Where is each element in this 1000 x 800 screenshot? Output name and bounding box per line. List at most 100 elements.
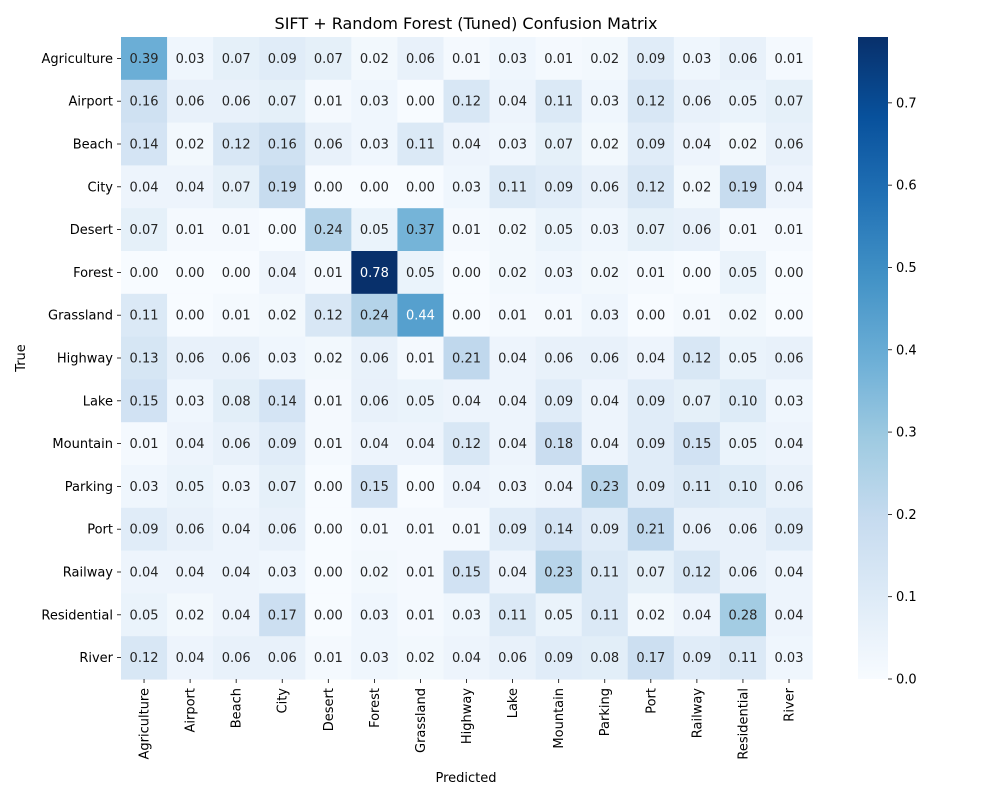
- cell-value-label: 0.05: [360, 223, 389, 238]
- cell-value-label: 0.04: [452, 394, 481, 409]
- heatmap-cell: [535, 37, 583, 81]
- heatmap-cell: [673, 79, 721, 124]
- cell-value-label: 0.01: [452, 523, 481, 538]
- heatmap-cell: [167, 636, 214, 680]
- cell-value-label: 0.06: [406, 52, 435, 67]
- cell-value-label: 0.16: [268, 138, 297, 153]
- heatmap-cell: [305, 251, 352, 295]
- heatmap-cell: [443, 636, 491, 680]
- heatmap-cell: [489, 251, 537, 295]
- heatmap-cell: [213, 122, 260, 166]
- cell-value-label: 0.04: [775, 437, 804, 452]
- heatmap-cell: [489, 507, 537, 552]
- cell-value-label: 0.11: [498, 180, 527, 195]
- cell-value-label: 0.09: [590, 523, 619, 538]
- cell-value-label: 0.04: [775, 566, 804, 581]
- heatmap-cell: [305, 507, 352, 552]
- heatmap-cell: [719, 422, 767, 466]
- heatmap-cell: [397, 122, 445, 166]
- heatmap-cell: [581, 37, 629, 81]
- cell-value-label: 0.37: [406, 223, 435, 238]
- heatmap-cell: [581, 122, 629, 166]
- cell-value-label: 0.06: [775, 480, 804, 495]
- heatmap-cell: [351, 465, 399, 509]
- cell-value-label: 0.11: [728, 651, 757, 666]
- y-axis-ticks: Agriculture Airport Beach City Desert Forest G…: [41, 52, 121, 666]
- heatmap-cell: [673, 550, 721, 594]
- heatmap-cell: [397, 336, 445, 380]
- heatmap-cell: [213, 336, 260, 380]
- colorbar-tick-label: 0.5: [896, 261, 917, 276]
- heatmap-cell: [305, 465, 352, 509]
- heatmap-cell: [213, 37, 260, 81]
- cell-value-label: 0.01: [406, 566, 435, 581]
- heatmap-cell: [121, 507, 168, 552]
- cell-value-label: 0.01: [775, 223, 804, 238]
- cell-value-label: 0.06: [590, 352, 619, 367]
- heatmap-cell: [167, 165, 214, 209]
- heatmap-cell: [627, 37, 675, 81]
- cell-value-label: 0.03: [130, 480, 159, 495]
- cell-value-label: 0.02: [360, 566, 389, 581]
- cell-value-label: 0.01: [406, 523, 435, 538]
- cell-value-label: 0.00: [222, 266, 251, 281]
- heatmap-cell: [535, 165, 583, 209]
- heatmap-cell: [397, 422, 445, 466]
- heatmap-cell: [397, 550, 445, 594]
- heatmap-cell: [213, 507, 260, 552]
- y-tick-label: Residential: [41, 608, 113, 623]
- heatmap-cell: [673, 593, 721, 637]
- heatmap-cell: [765, 251, 813, 295]
- cell-value-label: 0.02: [590, 266, 619, 281]
- heatmap-cell: [489, 293, 537, 338]
- cell-value-label: 0.04: [682, 608, 711, 623]
- heatmap-cell: [673, 465, 721, 509]
- cell-value-label: 0.03: [544, 266, 573, 281]
- cell-value-label: 0.03: [498, 138, 527, 153]
- heatmap-cell: [765, 293, 813, 338]
- cell-value-label: 0.06: [268, 651, 297, 666]
- cell-value-label: 0.05: [544, 223, 573, 238]
- cell-value-label: 0.01: [498, 309, 527, 324]
- heatmap-cell: [765, 636, 813, 680]
- cell-value-label: 0.21: [452, 352, 481, 367]
- cell-value-label: 0.01: [222, 309, 251, 324]
- heatmap-cell: [397, 37, 445, 81]
- cell-value-label: 0.09: [636, 52, 665, 67]
- cell-value-label: 0.07: [268, 480, 297, 495]
- heatmap-cell: [305, 79, 352, 124]
- cell-value-label: 0.07: [130, 223, 159, 238]
- heatmap-cell: [121, 550, 168, 594]
- cell-value-label: 0.02: [682, 180, 711, 195]
- heatmap-cell: [121, 379, 168, 423]
- heatmap-cell: [167, 37, 214, 81]
- heatmap-cell: [535, 293, 583, 338]
- heatmap-cell: [489, 165, 537, 209]
- y-tick-label: Grassland: [48, 309, 113, 324]
- heatmap-cell: [765, 79, 813, 124]
- heatmap-cell: [167, 336, 214, 380]
- cell-value-label: 0.15: [682, 437, 711, 452]
- cell-value-label: 0.01: [130, 437, 159, 452]
- cell-value-label: 0.03: [590, 95, 619, 110]
- heatmap-cell: [443, 422, 491, 466]
- cell-value-label: 0.04: [268, 266, 297, 281]
- cell-value-label: 0.01: [360, 523, 389, 538]
- heatmap-cell: [489, 636, 537, 680]
- cell-value-label: 0.01: [314, 394, 343, 409]
- cell-value-label: 0.03: [360, 608, 389, 623]
- cell-value-label: 0.01: [314, 651, 343, 666]
- heatmap-cell: [443, 550, 491, 594]
- heatmap-cell: [351, 593, 399, 637]
- cell-value-label: 0.04: [452, 480, 481, 495]
- cell-value-label: 0.06: [775, 352, 804, 367]
- heatmap-cell: [489, 465, 537, 509]
- cell-value-label: 0.04: [176, 437, 205, 452]
- cell-value-label: 0.10: [728, 480, 757, 495]
- cell-value-label: 0.06: [682, 95, 711, 110]
- heatmap-cell: [719, 336, 767, 380]
- heatmap-cell: [121, 293, 168, 338]
- cell-value-label: 0.12: [636, 95, 665, 110]
- colorbar-tick-label: 0.2: [896, 508, 917, 523]
- cell-value-label: 0.12: [130, 651, 159, 666]
